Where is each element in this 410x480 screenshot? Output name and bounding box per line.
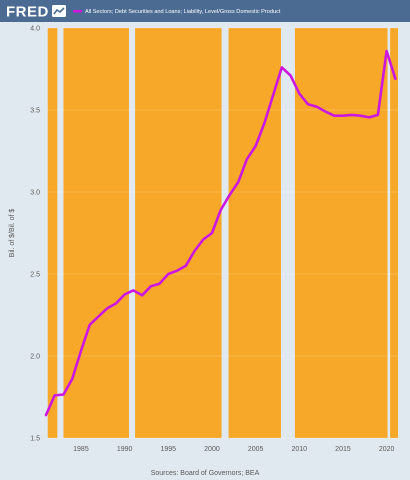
x-tick-label: 2000 [204,446,220,453]
x-tick-label: 2020 [379,446,395,453]
source-note: Sources: Board of Governors; BEA [151,470,260,477]
legend-swatch [73,10,82,13]
y-tick-label: 2.5 [30,272,40,279]
x-tick-label: 1990 [117,446,133,453]
gap-band-1 [57,28,64,438]
x-tick-label: 1985 [73,446,89,453]
plot-area: 1.5 2.0 2.5 3.0 3.5 4.0 1985 1990 1995 2000 2005 20… [30,26,398,453]
gap-band-0 [46,28,48,438]
line-graph-icon [52,5,66,17]
fred-logo[interactable]: FRED [6,4,49,21]
y-tick-label: 3.5 [30,108,40,115]
y-tick-label: 2.0 [30,354,40,361]
gap-band-5 [387,28,391,438]
y-tick-label: 1.5 [30,436,40,443]
y-tick-label: 4.0 [30,26,40,33]
series-line [44,49,397,417]
gap-band-4 [280,28,295,438]
y-tick-label: 3.0 [30,190,40,197]
gap-band-2 [128,28,136,438]
y-axis-label: Bil. of $/Bil. of $ [9,209,16,258]
gap-band-3 [221,28,229,438]
x-tick-label: 2010 [292,446,308,453]
x-tick-label: 2005 [248,446,264,453]
x-tick-label: 2015 [335,446,351,453]
x-tick-label: 1995 [160,446,176,453]
legend-label: All Sectors; Debt Securities and Loans; … [85,9,281,15]
header-bar [0,0,410,22]
